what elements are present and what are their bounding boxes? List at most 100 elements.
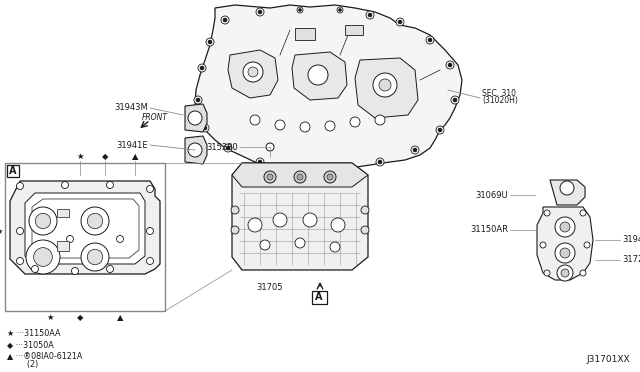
Text: (31020H): (31020H) bbox=[482, 96, 518, 106]
Circle shape bbox=[557, 265, 573, 281]
Circle shape bbox=[196, 98, 200, 102]
Circle shape bbox=[331, 218, 345, 232]
Bar bbox=[5, 163, 165, 311]
Polygon shape bbox=[25, 193, 145, 264]
Circle shape bbox=[81, 243, 109, 271]
Text: 31941E: 31941E bbox=[116, 141, 148, 150]
Circle shape bbox=[226, 146, 230, 150]
Circle shape bbox=[451, 96, 459, 104]
Circle shape bbox=[300, 122, 310, 132]
Circle shape bbox=[325, 121, 335, 131]
Polygon shape bbox=[185, 136, 207, 164]
Circle shape bbox=[584, 242, 590, 248]
Circle shape bbox=[188, 143, 202, 157]
Circle shape bbox=[350, 117, 360, 127]
Text: ◆: ◆ bbox=[77, 313, 83, 322]
Text: 31728: 31728 bbox=[622, 256, 640, 264]
Circle shape bbox=[337, 7, 343, 13]
Circle shape bbox=[413, 148, 417, 152]
Circle shape bbox=[223, 18, 227, 22]
Circle shape bbox=[324, 171, 336, 183]
Text: ▲: ▲ bbox=[132, 152, 138, 161]
Bar bbox=[295, 28, 315, 40]
Circle shape bbox=[378, 160, 382, 164]
Text: ★: ★ bbox=[46, 313, 54, 322]
Circle shape bbox=[273, 213, 287, 227]
Circle shape bbox=[17, 228, 24, 234]
Circle shape bbox=[580, 270, 586, 276]
Circle shape bbox=[243, 62, 263, 82]
Circle shape bbox=[560, 222, 570, 232]
Circle shape bbox=[275, 120, 285, 130]
Text: ★ ···31150AA: ★ ···31150AA bbox=[7, 329, 61, 338]
Circle shape bbox=[308, 65, 328, 85]
Circle shape bbox=[31, 266, 38, 273]
Circle shape bbox=[327, 174, 333, 180]
Circle shape bbox=[373, 73, 397, 97]
Circle shape bbox=[206, 38, 214, 46]
Circle shape bbox=[67, 235, 74, 243]
Circle shape bbox=[561, 269, 569, 277]
Circle shape bbox=[448, 63, 452, 67]
Polygon shape bbox=[10, 181, 160, 274]
Circle shape bbox=[339, 9, 342, 12]
Text: (2): (2) bbox=[7, 360, 38, 369]
Polygon shape bbox=[185, 104, 207, 132]
Circle shape bbox=[258, 10, 262, 14]
Circle shape bbox=[258, 160, 262, 164]
Circle shape bbox=[555, 217, 575, 237]
Circle shape bbox=[298, 166, 302, 170]
Circle shape bbox=[330, 242, 340, 252]
Circle shape bbox=[544, 210, 550, 216]
Circle shape bbox=[297, 7, 303, 13]
Text: FRONT: FRONT bbox=[142, 113, 168, 122]
Circle shape bbox=[580, 210, 586, 216]
Text: 31940V: 31940V bbox=[622, 235, 640, 244]
Circle shape bbox=[428, 38, 432, 42]
Circle shape bbox=[296, 164, 304, 172]
Text: 31069U: 31069U bbox=[476, 190, 508, 199]
Circle shape bbox=[106, 266, 113, 273]
Circle shape bbox=[221, 16, 229, 24]
Polygon shape bbox=[537, 207, 593, 280]
Bar bbox=[345, 25, 363, 35]
Text: ◆: ◆ bbox=[102, 152, 108, 161]
Circle shape bbox=[208, 40, 212, 44]
Circle shape bbox=[446, 61, 454, 69]
Circle shape bbox=[438, 128, 442, 132]
Circle shape bbox=[338, 166, 342, 170]
Circle shape bbox=[264, 171, 276, 183]
Circle shape bbox=[303, 213, 317, 227]
Circle shape bbox=[147, 186, 154, 192]
Circle shape bbox=[555, 243, 575, 263]
Circle shape bbox=[200, 66, 204, 70]
Circle shape bbox=[544, 270, 550, 276]
Circle shape bbox=[116, 235, 124, 243]
Circle shape bbox=[379, 79, 391, 91]
Circle shape bbox=[267, 174, 273, 180]
Circle shape bbox=[250, 115, 260, 125]
Circle shape bbox=[396, 18, 404, 26]
Text: ▲: ▲ bbox=[116, 313, 124, 322]
Circle shape bbox=[560, 248, 570, 258]
Circle shape bbox=[294, 171, 306, 183]
Polygon shape bbox=[232, 163, 368, 187]
Circle shape bbox=[376, 158, 384, 166]
Circle shape bbox=[398, 20, 402, 24]
Circle shape bbox=[231, 226, 239, 234]
Circle shape bbox=[61, 182, 68, 189]
Circle shape bbox=[203, 126, 207, 130]
Polygon shape bbox=[232, 163, 368, 270]
Bar bbox=[7, 165, 19, 177]
Circle shape bbox=[426, 36, 434, 44]
Circle shape bbox=[375, 115, 385, 125]
Polygon shape bbox=[228, 50, 278, 98]
Circle shape bbox=[366, 11, 374, 19]
Circle shape bbox=[411, 146, 419, 154]
Text: ★: ★ bbox=[76, 152, 84, 161]
Polygon shape bbox=[550, 180, 585, 205]
Circle shape bbox=[147, 228, 154, 234]
Text: A: A bbox=[9, 166, 17, 176]
Circle shape bbox=[368, 13, 372, 17]
Circle shape bbox=[260, 240, 270, 250]
